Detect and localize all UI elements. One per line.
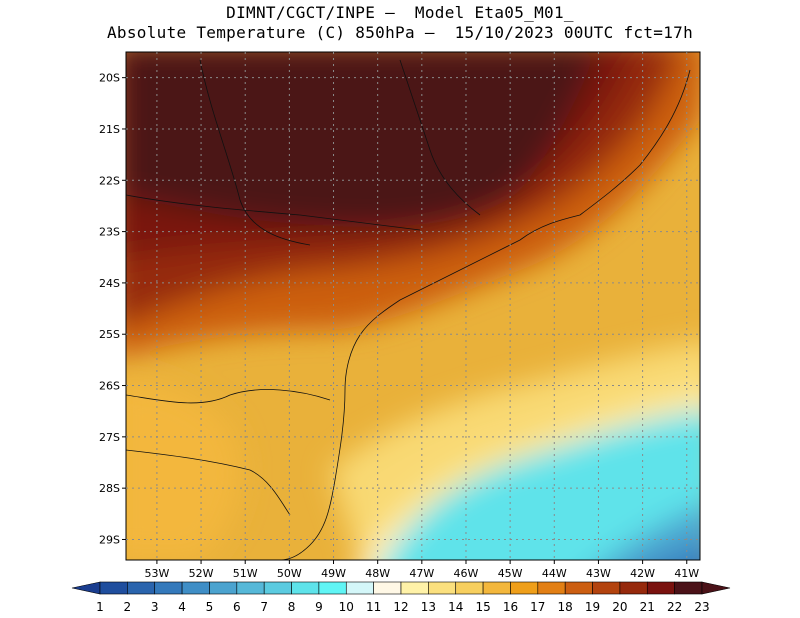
colorbar-swatch <box>455 581 484 595</box>
lat-label-29s: 29S <box>99 533 120 546</box>
coastline <box>126 59 691 560</box>
colorbar-label: 4 <box>178 600 186 614</box>
colorbar-label: 2 <box>124 600 132 614</box>
colorbar-label: 22 <box>667 600 682 614</box>
colorbar-swatch <box>181 581 210 595</box>
temperature-field <box>126 52 700 560</box>
map-title-line1: DIMNT/CGCT/INPE – Model Eta05_M01_ <box>226 3 574 22</box>
colorbar-swatch <box>482 581 511 595</box>
lat-label-21s: 21S <box>99 123 120 136</box>
colorbar-label: 13 <box>421 600 436 614</box>
map-title-line2: Absolute Temperature (C) 850hPa – 15/10/… <box>106 23 694 42</box>
lon-label-46w: 46W <box>454 567 479 580</box>
colorbar-swatch <box>263 581 292 595</box>
colorbar-min-arrow <box>71 581 101 595</box>
lat-label-26s: 26S <box>99 380 120 393</box>
colorbar-swatch <box>127 581 156 595</box>
colorbar-label: 6 <box>233 600 241 614</box>
colorbar-label: 21 <box>640 600 655 614</box>
colorbar-label: 5 <box>206 600 214 614</box>
lat-label-28s: 28S <box>99 482 120 495</box>
axis-ticks: 53W 52W 51W 50W 49W 48W 47W 46W 45W 44W 43W 42W 41W 2… <box>99 72 699 580</box>
colorbar-swatch <box>99 581 128 595</box>
colorbar-label: 9 <box>315 600 323 614</box>
map-frame <box>125 51 701 561</box>
lat-label-23s: 23S <box>99 226 120 239</box>
lon-label-42w: 42W <box>630 567 655 580</box>
colorbar-label: 12 <box>393 600 408 614</box>
colorbar-label: 23 <box>694 600 709 614</box>
lon-label-41w: 41W <box>674 567 699 580</box>
colorbar-swatch <box>236 581 265 595</box>
lon-label-49w: 49W <box>321 567 346 580</box>
colorbar-label: 1 <box>96 600 104 614</box>
colorbar-swatch <box>510 581 539 595</box>
colorbar-swatch <box>537 581 566 595</box>
lat-label-24s: 24S <box>99 277 120 290</box>
colorbar-label: 8 <box>288 600 296 614</box>
lat-label-27s: 27S <box>99 431 120 444</box>
colorbar-swatch <box>209 581 238 595</box>
lon-label-52w: 52W <box>189 567 214 580</box>
colorbar-label: 16 <box>503 600 518 614</box>
colorbar-swatch <box>674 581 703 595</box>
colorbar: 1 2 3 4 5 6 7 8 9 10 11 12 13 14 15 16 17 18 19 20 21 22 23 <box>71 581 731 614</box>
lon-label-43w: 43W <box>586 567 611 580</box>
colorbar-label: 7 <box>260 600 268 614</box>
colorbar-label: 17 <box>530 600 545 614</box>
lon-label-45w: 45W <box>498 567 523 580</box>
colorbar-swatch <box>291 581 320 595</box>
colorbar-label: 19 <box>585 600 600 614</box>
colorbar-label: 20 <box>612 600 627 614</box>
colorbar-label: 11 <box>366 600 381 614</box>
graticule <box>126 52 700 560</box>
colorbar-label: 15 <box>475 600 490 614</box>
lat-label-25s: 25S <box>99 328 120 341</box>
lon-label-48w: 48W <box>365 567 390 580</box>
colorbar-swatch <box>318 581 347 595</box>
lon-label-51w: 51W <box>233 567 258 580</box>
colorbar-label: 14 <box>448 600 463 614</box>
colorbar-swatch <box>619 581 648 595</box>
lat-label-20s: 20S <box>99 72 120 85</box>
colorbar-label: 18 <box>558 600 573 614</box>
colorbar-swatch <box>400 581 429 595</box>
lon-label-53w: 53W <box>144 567 169 580</box>
lat-label-22s: 22S <box>99 174 120 187</box>
colorbar-swatch <box>154 581 183 595</box>
colorbar-swatch <box>428 581 457 595</box>
lon-label-50w: 50W <box>277 567 302 580</box>
colorbar-swatch <box>592 581 621 595</box>
colorbar-label: 10 <box>339 600 354 614</box>
colorbar-swatch <box>345 581 374 595</box>
colorbar-swatch <box>564 581 593 595</box>
colorbar-label: 3 <box>151 600 159 614</box>
colorbar-max-arrow <box>701 581 731 595</box>
colorbar-swatch <box>373 581 402 595</box>
lon-label-44w: 44W <box>542 567 567 580</box>
colorbar-swatch <box>646 581 675 595</box>
lon-label-47w: 47W <box>409 567 434 580</box>
